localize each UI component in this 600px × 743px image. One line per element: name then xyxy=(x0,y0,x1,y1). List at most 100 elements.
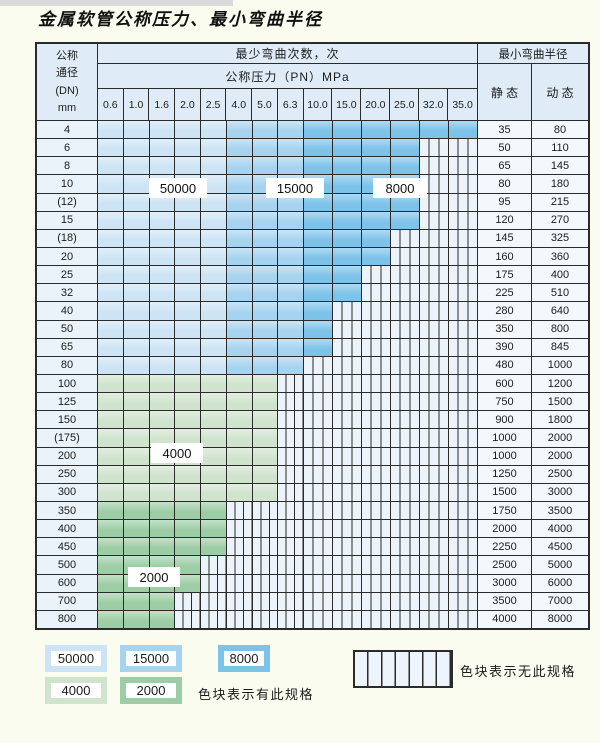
spec-unavailable-cell xyxy=(278,447,304,465)
spec-unavailable-cell xyxy=(201,556,227,574)
spec-available-cell xyxy=(252,483,279,501)
spec-available-cell xyxy=(226,429,253,447)
pressure-col-header: 0.6 xyxy=(98,89,124,120)
spec-available-cell xyxy=(123,284,150,302)
spec-unavailable-cell xyxy=(391,447,420,465)
spec-available-cell xyxy=(98,465,124,483)
spec-unavailable-cell xyxy=(333,556,362,574)
spec-unavailable-cell xyxy=(252,501,279,520)
spec-available-cell xyxy=(123,393,150,411)
spec-unavailable-cell xyxy=(304,374,333,393)
spec-available-cell xyxy=(149,465,176,483)
spec-unavailable-cell xyxy=(362,520,391,538)
dn-cell: 600 xyxy=(37,574,98,592)
static-radius-cell: 750 xyxy=(478,393,532,411)
static-radius-cell: 2000 xyxy=(478,520,532,538)
spec-unavailable-cell xyxy=(391,338,420,356)
spec-unavailable-cell xyxy=(175,592,201,610)
spec-available-cell xyxy=(252,411,279,429)
spec-available-cell xyxy=(123,592,150,610)
dynamic-radius-cell: 510 xyxy=(532,284,588,302)
spec-unavailable-cell xyxy=(278,610,304,628)
spec-unavailable-cell xyxy=(449,411,478,429)
spec-available-cell xyxy=(123,483,150,501)
spec-unavailable-cell xyxy=(449,483,478,501)
spec-available-cell xyxy=(362,247,391,266)
dn-header-line: (DN) xyxy=(55,84,79,97)
spec-available-cell xyxy=(201,284,227,302)
spec-available-cell xyxy=(201,211,227,229)
spec-available-cell xyxy=(278,139,304,157)
spec-available-cell xyxy=(252,338,279,356)
spec-available-cell xyxy=(252,393,279,411)
spec-unavailable-cell xyxy=(304,520,333,538)
spec-unavailable-cell xyxy=(391,411,420,429)
spec-unavailable-cell xyxy=(420,356,449,374)
spec-unavailable-cell xyxy=(362,320,391,338)
spec-available-cell xyxy=(252,284,279,302)
spec-unavailable-cell xyxy=(226,574,253,592)
spec-available-cell xyxy=(333,266,362,284)
spec-unavailable-cell xyxy=(449,465,478,483)
spec-unavailable-cell xyxy=(391,574,420,592)
spec-unavailable-cell xyxy=(333,592,362,610)
table-row: 32 225 510 xyxy=(37,284,588,303)
dynamic-radius-cell: 2000 xyxy=(532,429,588,447)
spec-available-cell xyxy=(226,193,253,211)
dn-cell: 500 xyxy=(37,556,98,574)
spec-available-cell xyxy=(304,247,333,266)
table-row: 125 750 1500 xyxy=(37,393,588,412)
spec-unavailable-cell xyxy=(449,520,478,538)
spec-available-cell xyxy=(226,211,253,229)
spec-available-cell xyxy=(175,411,201,429)
static-radius-cell: 1250 xyxy=(478,465,532,483)
dn-cell: 800 xyxy=(37,610,98,628)
spec-unavailable-cell xyxy=(420,447,449,465)
spec-available-cell xyxy=(123,139,150,157)
spec-unavailable-cell xyxy=(449,247,478,266)
spec-unavailable-cell xyxy=(449,501,478,520)
spec-available-cell xyxy=(98,411,124,429)
spec-available-cell xyxy=(201,338,227,356)
spec-available-cell xyxy=(149,139,176,157)
dynamic-radius-cell: 145 xyxy=(532,157,588,175)
dn-cell: 4 xyxy=(37,121,98,139)
spec-available-cell xyxy=(304,266,333,284)
spec-unavailable-cell xyxy=(420,501,449,520)
spec-unavailable-cell xyxy=(278,501,304,520)
spec-unavailable-cell xyxy=(278,538,304,556)
spec-unavailable-cell xyxy=(420,574,449,592)
table-row: 200 1000 2000 xyxy=(37,447,588,466)
spec-unavailable-cell xyxy=(304,483,333,501)
spec-unavailable-cell xyxy=(333,538,362,556)
static-radius-cell: 3000 xyxy=(478,574,532,592)
spec-available-cell xyxy=(175,393,201,411)
spec-unavailable-cell xyxy=(449,556,478,574)
spec-unavailable-cell xyxy=(333,374,362,393)
spec-unavailable-cell xyxy=(449,356,478,374)
spec-unavailable-cell xyxy=(391,429,420,447)
spec-available-cell xyxy=(98,374,124,393)
dynamic-radius-cell: 640 xyxy=(532,302,588,320)
spec-available-cell xyxy=(333,121,362,139)
spec-unavailable-cell xyxy=(278,374,304,393)
dynamic-radius-cell: 270 xyxy=(532,211,588,229)
spec-available-cell xyxy=(98,320,124,338)
spec-unavailable-cell xyxy=(420,411,449,429)
spec-unavailable-cell xyxy=(362,556,391,574)
spec-unavailable-cell xyxy=(420,284,449,302)
spec-unavailable-cell xyxy=(333,610,362,628)
spec-available-cell xyxy=(98,538,124,556)
spec-unavailable-cell xyxy=(391,538,420,556)
spec-available-cell xyxy=(252,229,279,247)
spec-available-cell xyxy=(98,284,124,302)
spec-unavailable-cell xyxy=(362,465,391,483)
spec-unavailable-cell xyxy=(252,610,279,628)
spec-available-cell xyxy=(98,211,124,229)
spec-available-cell xyxy=(149,320,176,338)
table-row: 4 35 80 xyxy=(37,121,588,140)
dn-cell: 300 xyxy=(37,483,98,501)
spec-available-cell xyxy=(175,320,201,338)
static-radius-cell: 390 xyxy=(478,338,532,356)
static-radius-cell: 65 xyxy=(478,157,532,175)
